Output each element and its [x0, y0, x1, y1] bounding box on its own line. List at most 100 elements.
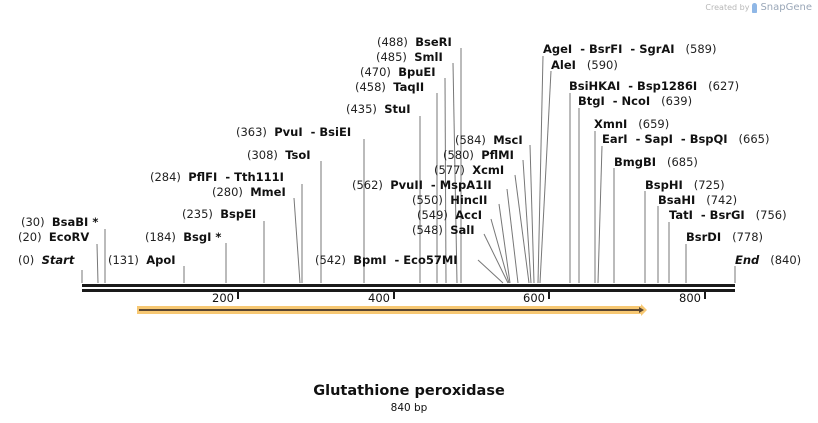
logo-brand: SnapGene [760, 2, 812, 13]
feature-arrowhead-icon [639, 307, 644, 313]
site-leader-line [477, 259, 504, 284]
site-position: (580) [443, 148, 481, 162]
map-length: 840 bp [390, 402, 428, 414]
site-position: (659) [627, 117, 669, 131]
enzyme-site-label[interactable]: (562) PvuII - MspA1II [352, 178, 492, 192]
sequence-backbone [82, 284, 735, 292]
enzyme-site-label[interactable]: (131) ApoI [108, 253, 176, 267]
enzyme-name: BtgI - NcoI [578, 94, 650, 108]
site-position: (488) [377, 35, 415, 49]
enzyme-name: BsaHI [658, 193, 695, 207]
site-position: (562) [352, 178, 390, 192]
enzyme-name: PflFI - Tth111I [188, 170, 284, 184]
enzyme-site-label[interactable]: XmnI (659) [594, 117, 669, 131]
enzyme-site-label[interactable]: EarI - SapI - BspQI (665) [602, 132, 769, 146]
site-position: (548) [412, 223, 450, 237]
enzyme-name: MmeI [250, 185, 286, 199]
enzyme-name: AleI [551, 58, 576, 72]
site-leader-line [539, 70, 552, 284]
site-leader-line [506, 188, 519, 284]
site-position: (0) [18, 253, 42, 267]
enzyme-name: BpmI - Eco57MI [353, 253, 457, 267]
enzyme-name: BsrDI [686, 230, 721, 244]
ruler-tick-label: 800 [679, 291, 701, 305]
enzyme-site-label[interactable]: (584) MscI [455, 133, 523, 147]
enzyme-site-label[interactable]: (30) BsaBI * [21, 215, 98, 229]
site-position: (20) [18, 230, 49, 244]
ruler-tick-label: 600 [523, 291, 545, 305]
enzyme-site-label[interactable]: BspHI (725) [645, 178, 725, 192]
enzyme-site-label[interactable]: AgeI - BsrFI - SgrAI (589) [543, 42, 716, 56]
ruler-tick [704, 292, 706, 299]
site-position: (756) [745, 208, 787, 222]
enzyme-site-label[interactable]: BtgI - NcoI (639) [578, 94, 692, 108]
ruler-tick [237, 292, 239, 299]
site-position: (577) [434, 163, 472, 177]
ruler-ticks: 200 400 600 800 [212, 291, 706, 305]
site-leader-line [96, 243, 99, 284]
enzyme-site-label[interactable]: BmgBI (685) [614, 155, 698, 169]
site-position: (280) [212, 185, 250, 199]
enzyme-name: XmnI [594, 117, 627, 131]
enzyme-name: EarI - SapI - BspQI [602, 132, 728, 146]
enzyme-site-label[interactable]: (548) SalI [412, 223, 475, 237]
site-position: (458) [355, 80, 393, 94]
enzyme-name: BspHI [645, 178, 683, 192]
enzyme-site-label[interactable]: (488) BseRI [377, 35, 452, 49]
enzyme-name: BseRI [415, 35, 452, 49]
enzyme-site-label[interactable]: (20) EcoRV [18, 230, 89, 244]
enzyme-site-label[interactable]: (284) PflFI - Tth111I [150, 170, 284, 184]
enzyme-name: TsoI [285, 148, 310, 162]
enzyme-site-label[interactable]: (485) SmlI [376, 50, 443, 64]
enzyme-name: XcmI [472, 163, 504, 177]
enzyme-site-label[interactable]: (0) Start [18, 253, 75, 267]
enzyme-site-label[interactable]: (580) PflMI [443, 148, 514, 162]
enzyme-name: PvuII - MspA1II [390, 178, 491, 192]
enzyme-site-label[interactable]: BsiHKAI - Bsp1286I (627) [569, 79, 739, 93]
logo-prefix: Created by [705, 3, 750, 12]
site-leader-line [529, 144, 535, 284]
site-position: (549) [417, 208, 455, 222]
enzyme-name: MscI [493, 133, 522, 147]
enzyme-site-label[interactable]: AleI (590) [551, 58, 618, 72]
enzyme-name: BmgBI [614, 155, 656, 169]
feature-arrow[interactable] [137, 304, 647, 316]
enzyme-site-label[interactable]: (235) BspEI [182, 207, 256, 221]
site-leader-line [537, 55, 544, 284]
enzyme-name: ApoI [146, 253, 175, 267]
site-position: (589) [675, 42, 717, 56]
site-position: (308) [247, 148, 285, 162]
site-position: (184) [145, 230, 183, 244]
enzyme-site-label[interactable]: TatI - BsrGI (756) [669, 208, 787, 222]
enzyme-site-label[interactable]: (550) HincII [412, 193, 487, 207]
enzyme-site-label[interactable]: (435) StuI [346, 102, 410, 116]
site-position: (742) [695, 193, 737, 207]
enzyme-name: SmlI [414, 50, 443, 64]
enzyme-site-label[interactable]: (458) TaqII [355, 80, 424, 94]
enzyme-site-label[interactable]: BsrDI (778) [686, 230, 763, 244]
enzyme-site-label[interactable]: (470) BpuEI [360, 65, 436, 79]
enzyme-name: PvuI - BsiEI [274, 125, 351, 139]
enzyme-name: EcoRV [49, 230, 89, 244]
enzyme-site-label[interactable]: (184) BsgI * [145, 230, 221, 244]
enzyme-name: StuI [384, 102, 410, 116]
enzyme-site-label[interactable]: (542) BpmI - Eco57MI [315, 253, 458, 267]
enzyme-site-label[interactable]: (308) TsoI [247, 148, 311, 162]
enzyme-name: BspEI [220, 207, 256, 221]
enzyme-name: PflMI [481, 148, 514, 162]
enzyme-site-label[interactable]: (549) AccI [417, 208, 482, 222]
site-position: (639) [650, 94, 692, 108]
enzyme-name: SalI [450, 223, 474, 237]
enzyme-site-label[interactable]: (363) PvuI - BsiEI [236, 125, 351, 139]
enzyme-site-label[interactable]: (577) XcmI [434, 163, 504, 177]
site-position: (778) [721, 230, 763, 244]
site-position: (363) [236, 125, 274, 139]
site-leader-line [597, 145, 603, 284]
enzyme-name: AccI [455, 208, 482, 222]
ruler-tick [548, 292, 550, 299]
site-position: (584) [455, 133, 493, 147]
enzyme-site-label[interactable]: End (840) [735, 253, 801, 267]
enzyme-site-label[interactable]: BsaHI (742) [658, 193, 737, 207]
enzyme-site-label[interactable]: (280) MmeI [212, 185, 286, 199]
